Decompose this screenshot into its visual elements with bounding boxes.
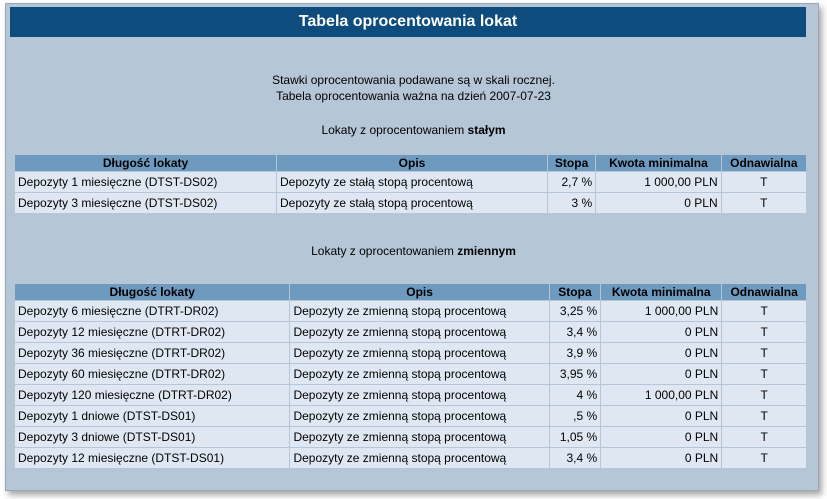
cell-min-amount: 0 PLN <box>601 322 722 342</box>
cell-min-amount: 0 PLN <box>601 448 722 468</box>
variable-section-prefix: Lokaty z oprocentowaniem <box>311 244 458 258</box>
cell-renewable: T <box>721 172 806 192</box>
fixed-section-label: Lokaty z oprocentowaniem stałym <box>0 123 827 137</box>
cell-rate: 3 % <box>548 193 596 213</box>
table-header-row: Długość lokaty Opis Stopa Kwota minimaln… <box>15 155 806 171</box>
col-header-length: Długość lokaty <box>15 155 276 171</box>
table-row: Depozyty 120 miesięczne (DTRT-DR02) Depoz… <box>15 385 806 405</box>
col-header-length: Długość lokaty <box>15 284 290 300</box>
col-header-renewable: Odnawialna <box>721 155 806 171</box>
cell-min-amount: 0 PLN <box>601 364 722 384</box>
cell-rate: 4 % <box>549 385 601 405</box>
info-valid-date: Tabela oprocentowania ważna na dzień 200… <box>276 89 551 103</box>
cell-rate: 3,9 % <box>549 343 601 363</box>
table-row: Depozyty 12 miesięczne (DTST-DS01) Depozy… <box>15 448 806 468</box>
cell-min-amount: 1 000,00 PLN <box>601 301 722 321</box>
cell-description: Depozyty ze zmienną stopą procentową <box>290 301 549 321</box>
cell-length: Depozyty 1 dniowe (DTST-DS01) <box>15 406 290 426</box>
col-header-renewable: Odnawialna <box>722 284 806 300</box>
cell-description: Depozyty ze stałą stopą procentową <box>276 172 547 192</box>
cell-rate: 3,4 % <box>549 322 601 342</box>
variable-rates-table: Długość lokaty Opis Stopa Kwota minimaln… <box>14 283 807 469</box>
col-header-description: Opis <box>276 155 547 171</box>
table-row: Depozyty 3 miesięczne (DTST-DS02) Depozyt… <box>15 193 806 213</box>
cell-min-amount: 0 PLN <box>601 343 722 363</box>
cell-description: Depozyty ze zmienną stopą procentową <box>290 448 549 468</box>
variable-section-label: Lokaty z oprocentowaniem zmiennym <box>0 244 827 258</box>
cell-description: Depozyty ze zmienną stopą procentową <box>290 343 549 363</box>
cell-rate: 3,95 % <box>549 364 601 384</box>
cell-description: Depozyty ze zmienną stopą procentową <box>290 406 549 426</box>
cell-length: Depozyty 3 miesięczne (DTST-DS02) <box>15 193 276 213</box>
table-row: Depozyty 1 dniowe (DTST-DS01) Depozyty ze… <box>15 406 806 426</box>
cell-renewable: T <box>722 301 806 321</box>
cell-length: Depozyty 6 miesięczne (DTRT-DR02) <box>15 301 290 321</box>
cell-description: Depozyty ze stałą stopą procentową <box>276 193 547 213</box>
cell-min-amount: 0 PLN <box>596 193 721 213</box>
fixed-section-emphasis: stałym <box>467 123 506 137</box>
cell-min-amount: 0 PLN <box>601 427 722 447</box>
cell-length: Depozyty 36 miesięczne (DTRT-DR02) <box>15 343 290 363</box>
cell-renewable: T <box>722 406 806 426</box>
col-header-min-amount: Kwota minimalna <box>601 284 722 300</box>
cell-min-amount: 0 PLN <box>601 406 722 426</box>
cell-description: Depozyty ze zmienną stopą procentową <box>290 385 549 405</box>
cell-renewable: T <box>722 364 806 384</box>
cell-length: Depozyty 12 miesięczne (DTST-DS01) <box>15 448 290 468</box>
table-row: Depozyty 3 dniowe (DTST-DS01) Depozyty ze… <box>15 427 806 447</box>
cell-description: Depozyty ze zmienną stopą procentową <box>290 322 549 342</box>
cell-length: Depozyty 1 miesięczne (DTST-DS02) <box>15 172 276 192</box>
col-header-min-amount: Kwota minimalna <box>596 155 721 171</box>
table-row: Depozyty 12 miesięczne (DTRT-DR02) Depozy… <box>15 322 806 342</box>
cell-renewable: T <box>722 448 806 468</box>
cell-rate: 2,7 % <box>548 172 596 192</box>
col-header-description: Opis <box>290 284 549 300</box>
page-title: Tabela oprocentowania lokat <box>10 7 806 37</box>
cell-rate: 3,25 % <box>549 301 601 321</box>
table-row: Depozyty 60 miesięczne (DTRT-DR02) Depozy… <box>15 364 806 384</box>
cell-description: Depozyty ze zmienną stopą procentową <box>290 364 549 384</box>
table-header-row: Długość lokaty Opis Stopa Kwota minimaln… <box>15 284 806 300</box>
col-header-rate: Stopa <box>549 284 601 300</box>
table-row: Depozyty 6 miesięczne (DTRT-DR02) Depozyt… <box>15 301 806 321</box>
cell-length: Depozyty 60 miesięczne (DTRT-DR02) <box>15 364 290 384</box>
cell-min-amount: 1 000,00 PLN <box>601 385 722 405</box>
col-header-rate: Stopa <box>548 155 596 171</box>
cell-description: Depozyty ze zmienną stopą procentową <box>290 427 549 447</box>
fixed-section-prefix: Lokaty z oprocentowaniem <box>321 123 468 137</box>
fixed-rates-table: Długość lokaty Opis Stopa Kwota minimaln… <box>14 154 807 214</box>
cell-renewable: T <box>722 427 806 447</box>
cell-length: Depozyty 12 miesięczne (DTRT-DR02) <box>15 322 290 342</box>
cell-length: Depozyty 120 miesięczne (DTRT-DR02) <box>15 385 290 405</box>
table-row: Depozyty 36 miesięczne (DTRT-DR02) Depozy… <box>15 343 806 363</box>
cell-renewable: T <box>722 343 806 363</box>
cell-renewable: T <box>722 322 806 342</box>
variable-section-emphasis: zmiennym <box>457 244 516 258</box>
cell-renewable: T <box>721 193 806 213</box>
cell-length: Depozyty 3 dniowe (DTST-DS01) <box>15 427 290 447</box>
cell-rate: 1,05 % <box>549 427 601 447</box>
cell-renewable: T <box>722 385 806 405</box>
cell-rate: ,5 % <box>549 406 601 426</box>
cell-rate: 3,4 % <box>549 448 601 468</box>
cell-min-amount: 1 000,00 PLN <box>596 172 721 192</box>
info-annual-rates: Stawki oprocentowania podawane są w skal… <box>272 73 555 87</box>
table-row: Depozyty 1 miesięczne (DTST-DS02) Depozyt… <box>15 172 806 192</box>
